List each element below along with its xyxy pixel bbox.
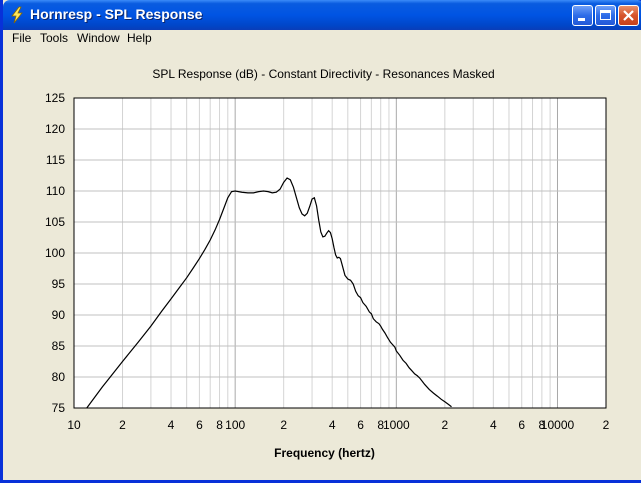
y-tick-label: 75: [52, 401, 66, 415]
y-tick-label: 85: [52, 339, 66, 353]
x-tick-label: 2: [441, 418, 448, 432]
menu-bar: File Tools Window Help: [6, 30, 641, 48]
spl-curve: [86, 177, 452, 409]
menu-help[interactable]: Help: [127, 31, 152, 45]
y-tick-label: 125: [45, 91, 65, 105]
maximize-icon: [600, 10, 611, 20]
y-axis-ticks: 125 120 115 110 105 100 95 90 85 80 75: [45, 91, 65, 415]
x-axis-label: Frequency (hertz): [274, 446, 375, 460]
y-tick-label: 105: [45, 215, 65, 229]
x-tick-label: 1000: [383, 418, 410, 432]
minimize-button[interactable]: [572, 5, 593, 26]
x-tick-label: 6: [518, 418, 525, 432]
lightning-bolt-icon: [11, 6, 23, 24]
x-tick-label: 4: [168, 418, 175, 432]
x-tick-label: 10000: [541, 418, 575, 432]
x-tick-label: 8: [216, 418, 223, 432]
close-button[interactable]: [618, 5, 639, 26]
title-bar[interactable]: Hornresp - SPL Response: [3, 0, 641, 30]
x-tick-label: 8: [377, 418, 384, 432]
x-tick-label: 8: [539, 418, 546, 432]
y-tick-label: 80: [52, 370, 66, 384]
menu-tools[interactable]: Tools: [40, 31, 69, 45]
grid-lines: [74, 98, 606, 408]
x-tick-label: 2: [603, 418, 610, 432]
maximize-button[interactable]: [595, 5, 616, 26]
y-tick-label: 115: [46, 153, 65, 167]
y-tick-label: 95: [52, 277, 66, 291]
x-tick-label: 6: [196, 418, 203, 432]
y-tick-label: 100: [45, 246, 65, 260]
x-tick-label: 2: [119, 418, 126, 432]
x-tick-label: 100: [225, 418, 245, 432]
close-icon: [623, 10, 634, 21]
x-tick-label: 10: [67, 418, 81, 432]
y-tick-label: 110: [46, 184, 65, 198]
minimize-icon: [578, 18, 585, 21]
window-title: Hornresp - SPL Response: [30, 6, 203, 22]
chart-title: SPL Response (dB) - Constant Directivity…: [152, 67, 495, 81]
menu-window[interactable]: Window: [77, 31, 120, 45]
menu-file[interactable]: File: [12, 31, 32, 45]
plot-frame: [73, 97, 607, 409]
x-tick-label: 4: [490, 418, 497, 432]
x-tick-label: 2: [280, 418, 287, 432]
x-tick-label: 4: [329, 418, 336, 432]
x-tick-label: 6: [357, 418, 364, 432]
y-tick-label: 90: [52, 308, 66, 322]
chart-area: SPL Response (dB) - Constant Directivity…: [6, 48, 641, 480]
y-tick-label: 120: [45, 122, 65, 136]
